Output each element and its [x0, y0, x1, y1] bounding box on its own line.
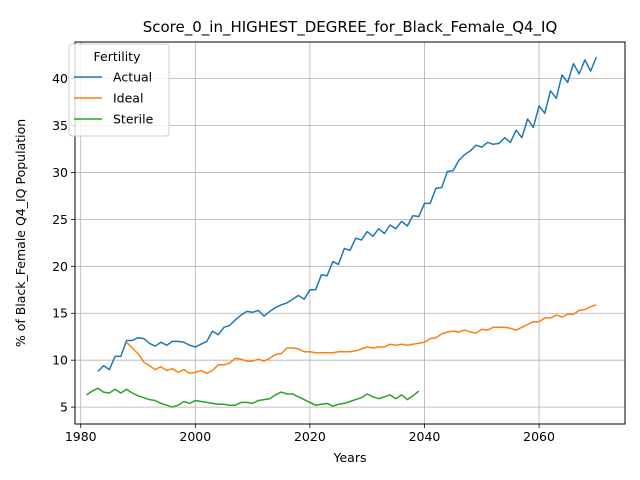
axis-ticks: 1980 2000 2020 2040 2060 5 10 15 20 25 30 35 40: [52, 71, 555, 444]
chart-title: Score_0_in_HIGHEST_DEGREE_for_Black_Fema…: [143, 18, 558, 37]
y-tick-label: 30: [52, 165, 68, 180]
legend-box: [68, 43, 170, 137]
x-axis-label: Years: [333, 450, 367, 465]
y-tick-label: 20: [52, 259, 68, 274]
y-tick-label: 5: [60, 400, 68, 415]
legend-label-sterile: Sterile: [113, 112, 154, 127]
series-lines: [86, 56, 598, 408]
series-line-sterile: [86, 387, 420, 408]
y-tick-label: 25: [52, 212, 68, 227]
y-axis-label: % of Black_Female Q4_IQ Population: [13, 119, 28, 347]
y-tick-label: 35: [52, 118, 68, 133]
grid: [75, 42, 625, 424]
legend-label-actual: Actual: [113, 70, 152, 85]
x-tick-label: 2060: [523, 429, 555, 444]
x-tick-label: 1980: [65, 429, 97, 444]
plot-frame: [74, 41, 626, 425]
series-line-ideal: [126, 304, 597, 375]
y-tick-label: 15: [52, 306, 68, 321]
y-tick-label: 40: [52, 71, 68, 86]
legend-items: Actual Ideal Sterile: [74, 70, 154, 127]
legend-label-ideal: Ideal: [113, 91, 143, 106]
x-tick-label: 2040: [409, 429, 441, 444]
x-tick-label: 2000: [179, 429, 211, 444]
x-tick-label: 2020: [294, 429, 326, 444]
legend: Fertility Actual Ideal Sterile: [68, 43, 170, 137]
y-tick-label: 10: [52, 353, 68, 368]
series-line-actual: [97, 56, 598, 372]
legend-title: Fertility: [94, 49, 142, 64]
